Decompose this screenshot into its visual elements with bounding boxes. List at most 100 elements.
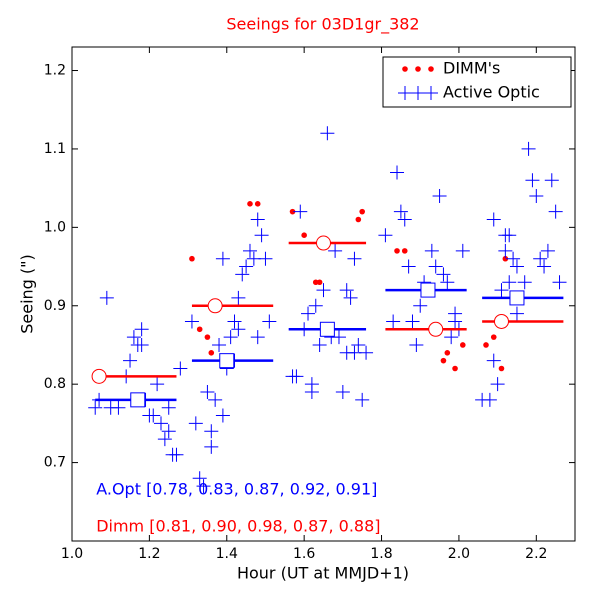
binned-marker bbox=[316, 235, 331, 251]
active-optic-point bbox=[537, 259, 552, 274]
active-optic-point bbox=[405, 314, 420, 329]
active-optic-point bbox=[99, 290, 114, 305]
chart-title: Seeings for 03D1gr_382 bbox=[226, 15, 419, 35]
dimm-point bbox=[440, 357, 447, 364]
active-optic-point bbox=[432, 188, 447, 203]
dimm-point bbox=[316, 279, 323, 286]
active-optic-point bbox=[525, 173, 540, 188]
active-optic-point bbox=[196, 479, 211, 494]
active-optic-point bbox=[335, 385, 350, 400]
y-tick-label: 0.9 bbox=[44, 298, 66, 314]
y-tick-label: 0.7 bbox=[44, 455, 66, 471]
binned-marker bbox=[428, 321, 444, 337]
dimm-point bbox=[196, 326, 203, 333]
binned-marker bbox=[509, 290, 525, 306]
dimm-point bbox=[289, 208, 296, 215]
dimm-point bbox=[483, 342, 489, 348]
dimm-point bbox=[502, 255, 509, 262]
active-optic-point bbox=[204, 424, 219, 439]
dimm-point bbox=[490, 334, 497, 340]
active-optic-point bbox=[436, 267, 451, 282]
dimm-point bbox=[301, 232, 307, 238]
active-optic-point bbox=[502, 228, 517, 243]
active-optic-point bbox=[161, 424, 176, 439]
active-optic-point bbox=[482, 392, 497, 407]
active-optic-point bbox=[184, 314, 199, 329]
active-optic-point bbox=[231, 322, 246, 337]
binned-marker bbox=[207, 298, 223, 314]
dimm-point bbox=[254, 201, 261, 207]
active-optic-point bbox=[204, 439, 219, 454]
active-optic-point bbox=[212, 337, 227, 352]
legend-marker bbox=[424, 86, 438, 100]
active-optic-point bbox=[250, 212, 265, 227]
active-optic-point bbox=[146, 408, 161, 423]
active-optic-point bbox=[111, 400, 126, 415]
active-optic-point bbox=[347, 251, 362, 266]
legend-marker bbox=[398, 86, 412, 100]
active-optic-point bbox=[227, 314, 242, 329]
x-tick-label: 1.6 bbox=[293, 546, 315, 562]
active-optic-point bbox=[494, 283, 509, 298]
active-optic-point bbox=[509, 259, 524, 274]
dimm-point bbox=[394, 248, 400, 254]
y-tick-label: 1.2 bbox=[44, 63, 66, 79]
active-optic-point bbox=[161, 400, 176, 415]
active-optic-point bbox=[134, 322, 149, 337]
active-optic-point bbox=[215, 408, 230, 423]
active-optic-point bbox=[258, 251, 273, 266]
active-optic-point bbox=[397, 212, 412, 227]
active-optic-point bbox=[289, 369, 304, 384]
active-optic-point bbox=[521, 141, 536, 156]
dimm-point bbox=[189, 255, 195, 262]
active-optic-point bbox=[509, 306, 524, 321]
active-optic-point bbox=[455, 243, 470, 258]
dimm-point bbox=[498, 365, 505, 372]
active-optic-point bbox=[188, 416, 203, 431]
dimm-point bbox=[459, 342, 466, 348]
binned-marker bbox=[319, 321, 335, 337]
y-axis-label: Seeing (") bbox=[18, 254, 37, 334]
active-optic-point bbox=[413, 298, 428, 313]
active-optic-point bbox=[312, 337, 327, 352]
legend-label: DIMM's bbox=[443, 59, 500, 78]
active-optic-point bbox=[506, 251, 521, 266]
active-optic-point bbox=[173, 361, 188, 376]
legend-box bbox=[382, 56, 572, 108]
active-optic-point bbox=[316, 283, 331, 298]
annotation: A.Opt [0.78, 0.83, 0.87, 0.92, 0.91] bbox=[96, 480, 377, 499]
active-optic-point bbox=[486, 353, 501, 368]
active-optic-point bbox=[544, 173, 559, 188]
active-optic-point bbox=[150, 377, 165, 392]
active-optic-point bbox=[490, 377, 505, 392]
binned-marker bbox=[91, 368, 107, 384]
active-optic-point bbox=[548, 204, 563, 219]
active-optic-point bbox=[390, 165, 405, 180]
dimm-point bbox=[312, 279, 319, 286]
active-optic-point bbox=[440, 275, 455, 290]
active-optic-point bbox=[339, 283, 354, 298]
y-tick-label: 1.0 bbox=[44, 219, 66, 235]
active-optic-point bbox=[355, 392, 370, 407]
legend-marker bbox=[402, 66, 408, 72]
active-optic-point bbox=[424, 243, 439, 258]
legend-label: Active Optic bbox=[443, 83, 540, 102]
binned-marker bbox=[130, 392, 146, 408]
active-optic-point bbox=[208, 392, 223, 407]
active-optic-point bbox=[134, 337, 149, 352]
active-optic-point bbox=[448, 306, 463, 321]
active-optic-point bbox=[88, 400, 103, 415]
dimm-point bbox=[444, 350, 451, 356]
active-optic-point bbox=[331, 330, 346, 345]
active-optic-point bbox=[169, 447, 184, 462]
active-optic-point bbox=[192, 471, 207, 486]
active-optic-point bbox=[215, 251, 230, 266]
binned-marker bbox=[219, 353, 235, 369]
dimm-point bbox=[452, 365, 458, 372]
plot-frame bbox=[71, 46, 576, 542]
dimm-point bbox=[355, 216, 362, 223]
active-optic-point bbox=[533, 251, 548, 266]
legend-marker bbox=[411, 86, 425, 100]
active-optic-point bbox=[223, 330, 238, 345]
y-tick-label: 0.8 bbox=[44, 376, 66, 392]
